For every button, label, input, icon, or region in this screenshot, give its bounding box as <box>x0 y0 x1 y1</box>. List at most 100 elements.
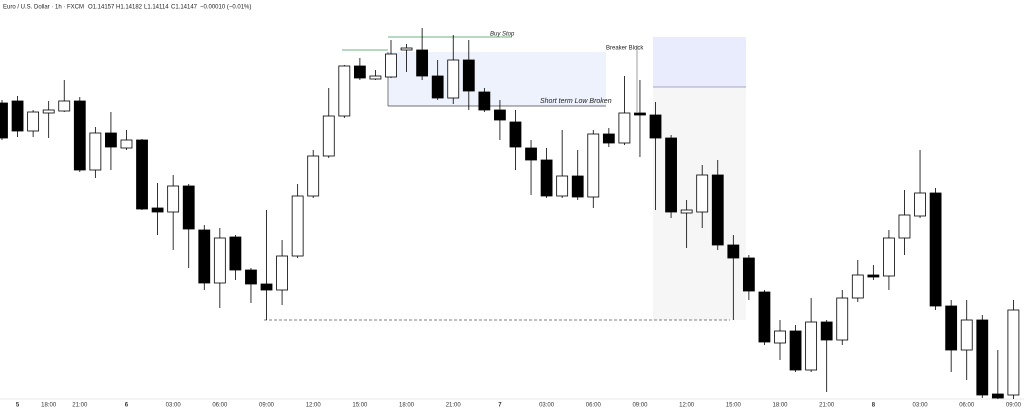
candle-body <box>182 185 195 230</box>
ohlc-open: O1.14157 <box>88 5 115 11</box>
candle-body <box>976 319 989 396</box>
candle-body <box>167 185 180 213</box>
breaker-block-label: Breaker Block <box>606 46 644 52</box>
candle-body <box>602 133 615 144</box>
x-tick-label: 15:00 <box>352 403 368 409</box>
candle-body <box>385 53 397 78</box>
low-broken-label: Short term Low Broken <box>540 98 612 105</box>
candle-body <box>494 109 506 121</box>
candle-body <box>758 291 771 343</box>
candle-body <box>431 75 444 99</box>
x-tick-label: 21:00 <box>819 403 835 409</box>
candle-body <box>0 102 8 139</box>
candle-body <box>245 269 257 285</box>
candle-body <box>649 114 662 139</box>
candle-body <box>898 214 911 239</box>
candle-body <box>774 330 786 344</box>
candle-body <box>416 49 429 77</box>
candle-body <box>11 100 24 132</box>
candle-body <box>945 305 958 351</box>
candle-body <box>229 236 242 271</box>
candle-body <box>42 109 55 114</box>
candle-body <box>353 65 366 79</box>
candle-body <box>789 330 802 371</box>
x-tick-label: 21:00 <box>72 403 88 409</box>
x-tick-label: 15:00 <box>726 403 742 409</box>
candle-body <box>73 100 86 171</box>
candle-body <box>120 139 133 149</box>
buy-stop-label: Buy Stop <box>490 32 515 38</box>
candle-body <box>89 132 102 171</box>
candle-body <box>820 321 833 341</box>
candle-body <box>58 100 71 112</box>
candle-body <box>587 133 600 198</box>
candle-body <box>540 159 553 197</box>
x-tick-label: 06:00 <box>586 403 602 409</box>
x-tick-label: 5 <box>16 403 20 409</box>
candle-body <box>960 319 973 351</box>
x-tick-label: 06:00 <box>212 403 228 409</box>
x-tick-label: 12:00 <box>306 403 322 409</box>
header: Euro / U.S. Dollar · 1h · FXCM O1.14157 … <box>3 5 251 11</box>
candle-body <box>462 59 475 92</box>
candle-body <box>883 237 895 277</box>
x-tick-label: 6 <box>125 403 129 409</box>
candle-body <box>447 59 460 99</box>
candle-body <box>27 111 40 132</box>
x-axis: 5 18:00 21:00 6 03:00 06:00 09:00 12:00 15:00 18:… <box>16 403 1022 409</box>
candle-body <box>742 257 755 292</box>
candle-body <box>571 175 584 198</box>
candle-body <box>851 274 864 299</box>
x-tick-label: 06:00 <box>959 403 975 409</box>
candle-body <box>991 393 1004 399</box>
candle-body <box>711 174 724 246</box>
candle-body <box>634 112 646 116</box>
candle-body <box>213 237 226 284</box>
candle-body <box>556 175 569 197</box>
candle-body <box>338 65 351 117</box>
candle-body <box>618 112 631 144</box>
x-tick-label: 03:00 <box>539 403 555 409</box>
candle-body <box>805 321 818 371</box>
x-tick-label: 03:00 <box>913 403 929 409</box>
candle-body <box>105 132 117 148</box>
x-tick-label: 03:00 <box>166 403 182 409</box>
candle-body <box>198 229 211 284</box>
x-tick-label: 8 <box>872 403 876 409</box>
candle-body <box>509 121 522 148</box>
candle-body <box>478 91 491 111</box>
candle-body <box>369 75 382 80</box>
candle-body <box>727 244 740 259</box>
x-tick-label: 7 <box>498 403 502 409</box>
candle-body <box>151 207 164 213</box>
x-tick-label: 12:00 <box>679 403 695 409</box>
candle-body <box>136 139 148 210</box>
candle-body <box>836 297 849 341</box>
candle-body <box>696 174 709 213</box>
ohlc-close: C1.14147 <box>171 5 198 11</box>
candles <box>0 28 1020 399</box>
ohlc-high: H1.14182 <box>116 5 143 11</box>
x-tick-label: 09:00 <box>1006 403 1022 409</box>
candle-body <box>291 195 304 257</box>
candle-body <box>680 209 693 214</box>
candle-body <box>307 155 320 197</box>
x-tick-label: 18:00 <box>772 403 788 409</box>
candle-body <box>322 115 335 157</box>
candle-body <box>400 47 413 51</box>
x-tick-label: 18:00 <box>41 403 57 409</box>
ohlc-change: −0.00010 (−0.01%) <box>200 5 251 11</box>
x-tick-label: 21:00 <box>446 403 462 409</box>
symbol-title: Euro / U.S. Dollar · 1h · FXCM <box>3 5 84 11</box>
candle-body <box>914 192 926 217</box>
candle-body <box>525 147 537 161</box>
candle-body <box>665 137 677 213</box>
candle-body <box>867 274 880 278</box>
candle-body <box>929 192 942 307</box>
candle-body <box>1007 309 1020 396</box>
x-tick-label: 18:00 <box>399 403 415 409</box>
x-tick-label: 09:00 <box>259 403 275 409</box>
ohlc-low: L1.14114 <box>144 5 169 11</box>
x-tick-label: 09:00 <box>632 403 648 409</box>
